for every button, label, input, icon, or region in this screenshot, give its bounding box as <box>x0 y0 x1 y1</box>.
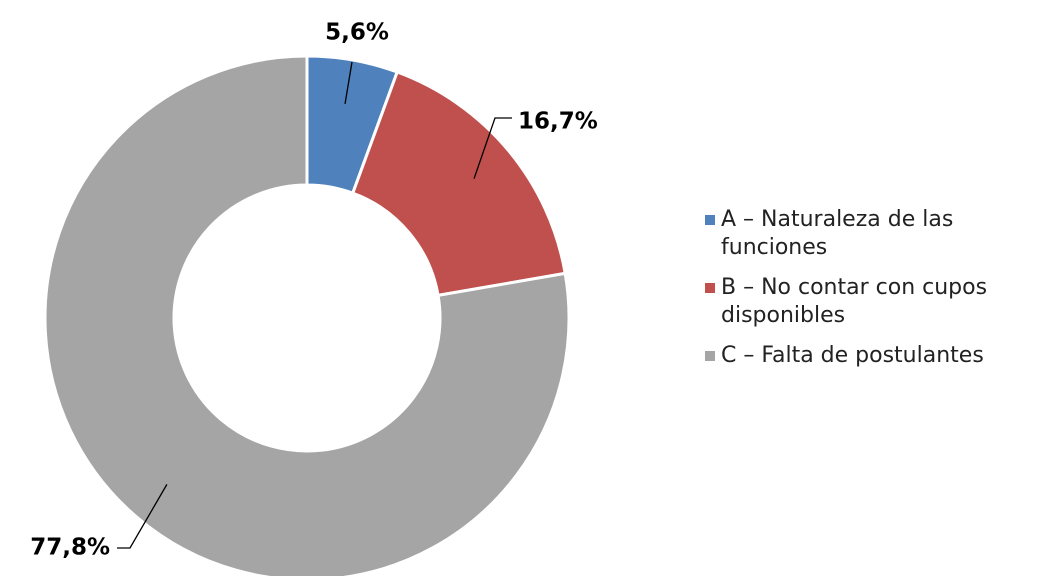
legend-label: C – Falta de postulantes <box>721 343 984 368</box>
legend-swatch <box>705 283 715 293</box>
data-label: 77,8% <box>30 535 110 561</box>
legend-label: A – Naturaleza de las funciones <box>721 207 954 260</box>
donut-slice <box>43 54 571 576</box>
data-label: 5,6% <box>325 20 389 46</box>
donut-slice <box>350 70 567 298</box>
legend-item: C – Falta de postulantes <box>705 342 1053 370</box>
legend-swatch <box>705 215 715 225</box>
legend-item: B – No contar con cupos disponibles <box>705 274 1053 330</box>
legend-item: A – Naturaleza de las funciones <box>705 206 1053 262</box>
chart: 5,6% 16,7% 77,8% <box>30 20 598 576</box>
leader-line <box>473 117 512 179</box>
legend-swatch <box>705 351 715 361</box>
leader-line <box>117 484 168 549</box>
data-label: 16,7% <box>518 109 598 135</box>
leader-line <box>344 61 353 104</box>
legend-label: B – No contar con cupos disponibles <box>721 275 988 328</box>
legend: A – Naturaleza de las funciones B – No co… <box>705 206 1053 382</box>
